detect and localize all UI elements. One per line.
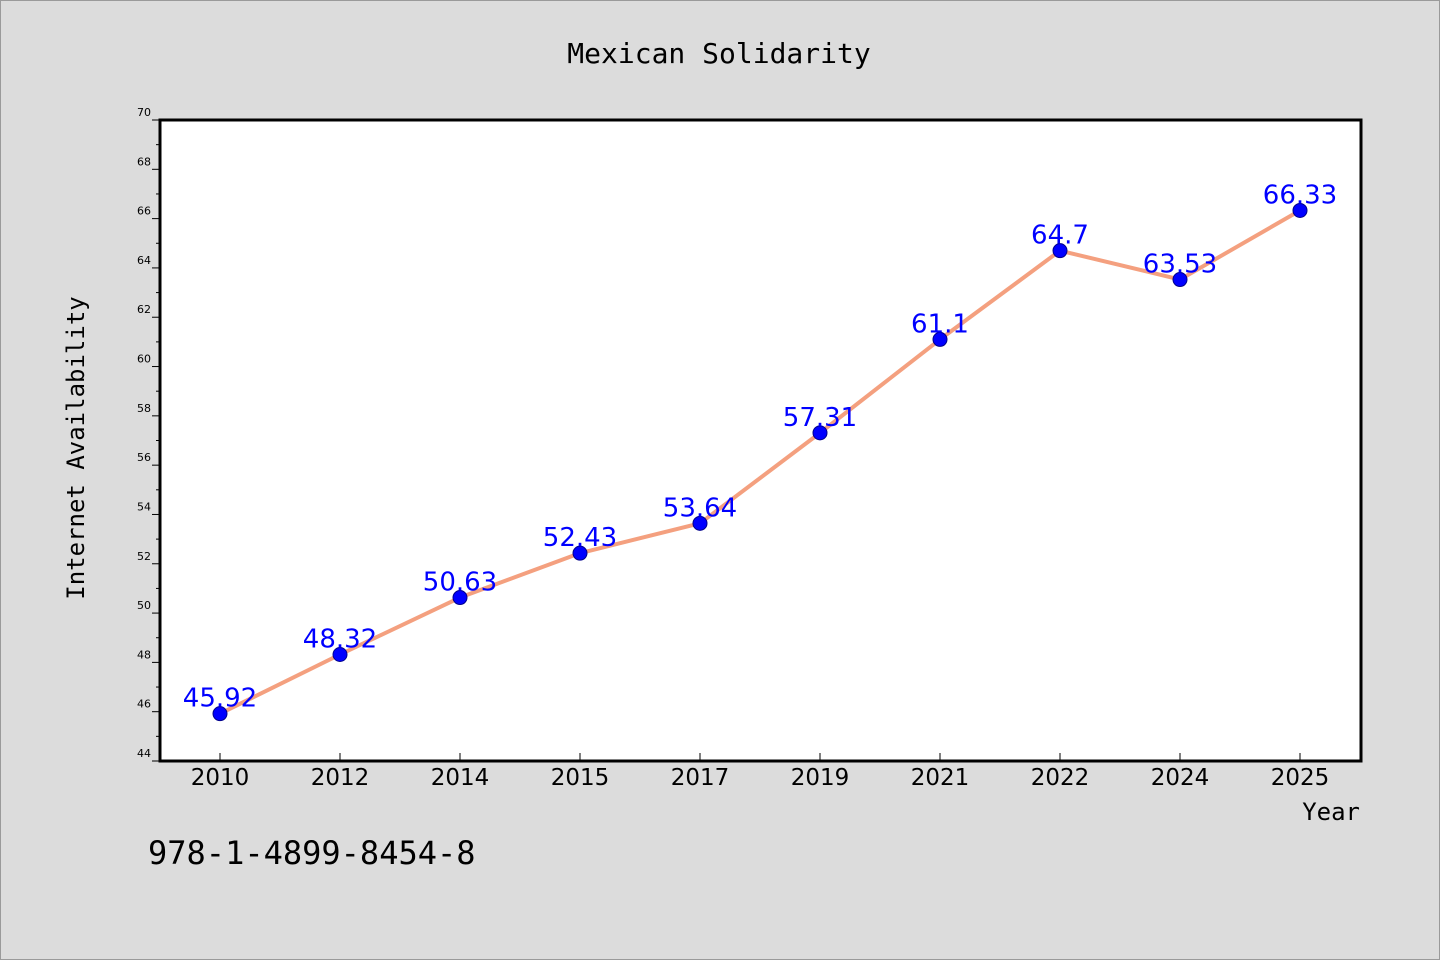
series-line xyxy=(219,208,1301,716)
data-label: 53.64 xyxy=(663,493,737,523)
x-tick-label: 2010 xyxy=(191,765,250,791)
x-tick-label: 2012 xyxy=(311,765,370,791)
chart-title: Mexican Solidarity xyxy=(567,37,870,70)
y-tick-label: 54 xyxy=(137,500,151,513)
y-axis-label: Internet Availability xyxy=(62,296,90,599)
series-group xyxy=(212,202,1308,722)
plot-area xyxy=(160,120,1361,761)
x-tick-label: 2022 xyxy=(1031,765,1090,791)
data-label: 52.43 xyxy=(543,523,617,553)
x-tick-label: 2017 xyxy=(671,765,730,791)
y-tick-label: 46 xyxy=(137,698,151,711)
data-point xyxy=(1172,272,1188,288)
y-tick-label: 50 xyxy=(137,599,151,612)
data-point xyxy=(332,646,348,662)
y-tick-label: 70 xyxy=(137,106,151,119)
data-label: 57.31 xyxy=(783,403,857,433)
data-label: 45.92 xyxy=(183,684,257,714)
data-point xyxy=(932,331,948,347)
y-tick-label: 52 xyxy=(137,550,151,563)
data-point xyxy=(1292,202,1308,218)
x-axis-label: Year xyxy=(1302,798,1360,826)
y-tick-label: 66 xyxy=(137,205,151,218)
y-tick-label: 48 xyxy=(137,648,151,661)
footnote-isbn: 978-1-4899-8454-8 xyxy=(148,834,476,872)
y-tick-label: 62 xyxy=(137,303,151,316)
x-tick-label: 2019 xyxy=(791,765,850,791)
data-point xyxy=(212,706,228,722)
data-label: 50.63 xyxy=(423,568,497,598)
data-point xyxy=(1052,243,1068,259)
data-label: 48.32 xyxy=(303,624,377,654)
x-axis-ticks: 2010 2012 2014 2015 2017 2019 2021 2022 2024 2025 xyxy=(191,753,1330,791)
data-point xyxy=(692,515,708,531)
data-point xyxy=(452,590,468,606)
y-tick-label: 60 xyxy=(137,353,151,366)
data-labels: 45.92 48.32 50.63 52.43 53.64 57.31 61.1 64.7 63… xyxy=(183,180,1337,713)
y-tick-label: 64 xyxy=(137,254,151,267)
plot-border xyxy=(158,118,1363,763)
data-point xyxy=(812,425,828,441)
x-tick-label: 2015 xyxy=(551,765,610,791)
data-label: 61.1 xyxy=(911,309,969,339)
y-axis-ticks: 44 46 48 50 52 54 56 58 60 62 64 66 68 70 xyxy=(137,106,160,762)
data-label: 66.33 xyxy=(1263,180,1337,210)
x-tick-label: 2014 xyxy=(431,765,490,791)
y-tick-label: 58 xyxy=(137,402,151,415)
x-tick-label: 2021 xyxy=(911,765,970,791)
data-point xyxy=(572,545,588,561)
x-tick-label: 2024 xyxy=(1151,765,1210,791)
y-tick-label: 68 xyxy=(137,155,151,168)
x-tick-label: 2025 xyxy=(1271,765,1330,791)
y-tick-label: 56 xyxy=(137,451,151,464)
data-label: 63.53 xyxy=(1143,250,1217,280)
data-label: 64.7 xyxy=(1031,221,1089,251)
y-tick-label: 44 xyxy=(137,747,151,760)
